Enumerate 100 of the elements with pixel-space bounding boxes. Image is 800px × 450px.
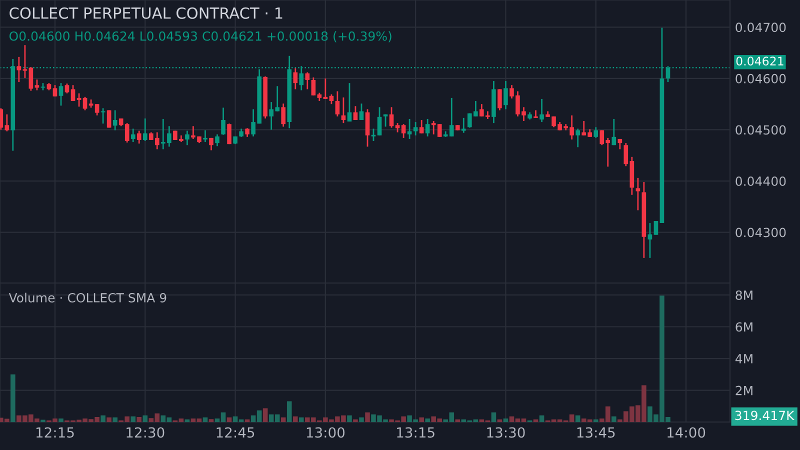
candlestick [293,68,298,90]
bar [359,417,364,422]
candlestick [407,118,412,140]
candlestick [648,222,652,259]
bar [10,374,16,422]
candlestick [106,110,112,128]
x-tick-label: 12:30 [126,427,164,438]
bar [106,417,112,422]
candlestick [594,126,598,139]
candlestick [185,130,190,146]
candlestick [341,96,346,124]
x-tick-label: 13:45 [577,427,615,438]
candlestick [136,130,142,144]
y-tick-label: 4M [735,354,752,364]
bar [575,415,580,422]
bar [425,418,430,422]
candlestick [221,106,226,136]
candlestick [654,220,658,236]
bar [365,412,370,422]
bar [347,415,352,422]
candlestick [576,128,580,148]
y-tick-label: 8M [736,290,752,300]
candlestick [227,122,232,145]
candlestick [76,92,82,108]
candlestick [4,114,10,132]
chart-title: COLLECT PERPETUAL CONTRACT · 1 [10,7,282,19]
bar [503,418,508,422]
bar [130,416,136,422]
candlestick [34,78,40,91]
candlestick [28,66,34,92]
candlestick [209,137,214,151]
candlestick [52,84,58,98]
bar [491,412,496,422]
candlestick [401,123,406,139]
bar [100,415,106,422]
candlestick [329,94,334,105]
candlestick [142,118,148,142]
bar [419,417,424,422]
candlestick [624,142,628,167]
bar [58,418,64,422]
bar [612,416,616,422]
candlestick [130,128,136,143]
candlestick [534,110,538,119]
x-tick-label: 12:15 [36,427,74,438]
candlestick [124,122,130,144]
y-tick-label: 0.04500 [736,125,786,135]
bar [112,417,118,422]
y-tick-label: 0.04300 [736,228,786,238]
bar [40,420,46,422]
candlestick [540,98,544,123]
y-tick-label: 0.04400 [736,176,786,186]
candlestick [504,80,508,110]
candlestick [281,102,286,128]
candlestick [419,119,424,134]
bar [593,419,598,422]
x-tick-label: 13:00 [306,427,345,438]
candlestick [389,106,394,128]
candlestick [323,78,328,100]
candlestick [413,121,418,136]
candlestick [112,110,118,131]
x-tick-label: 12:45 [216,427,254,438]
candlestick [58,82,64,106]
annotation: O0.04600 H0.04624 L0.04593 C0.04621 +0.00018 (+0.39%) [9,31,392,42]
candlestick [82,96,88,111]
candlestick [347,82,352,122]
bar [136,417,142,422]
bar [539,415,544,422]
candlestick [383,114,388,128]
bar [262,408,268,422]
candlestick [636,177,640,211]
x-tick-label: 13:30 [487,427,525,438]
y-tick-label: 2M [736,386,752,396]
bar [298,417,304,422]
x-tick-label: 14:00 [668,427,706,438]
candlestick [305,72,310,90]
bar [292,416,298,422]
x-tick-label: 13:15 [397,427,434,438]
candlestick [16,56,22,83]
candlestick [377,106,382,136]
candlestick [365,108,370,148]
y-tick-label: 0.04700 [736,22,786,32]
candlestick [70,84,76,102]
candlestick [425,118,430,138]
text: 319.417K [735,410,795,420]
y-tick-label: 0.04600 [736,74,786,84]
bar [353,419,358,422]
candlestick [498,88,502,111]
candlestick [335,90,340,118]
candlestick [612,118,616,146]
candlestick [461,117,466,134]
bar [208,419,214,422]
ref-line-label: 0.04621 [736,56,784,66]
bar [286,401,292,422]
candlestick [94,103,100,116]
candlestick [353,105,358,121]
candlestick [359,102,364,121]
candlestick [64,82,70,94]
candlestick [22,44,28,79]
text: Volume · COLLECT SMA 9 [8,292,166,302]
candlestick [215,134,220,147]
